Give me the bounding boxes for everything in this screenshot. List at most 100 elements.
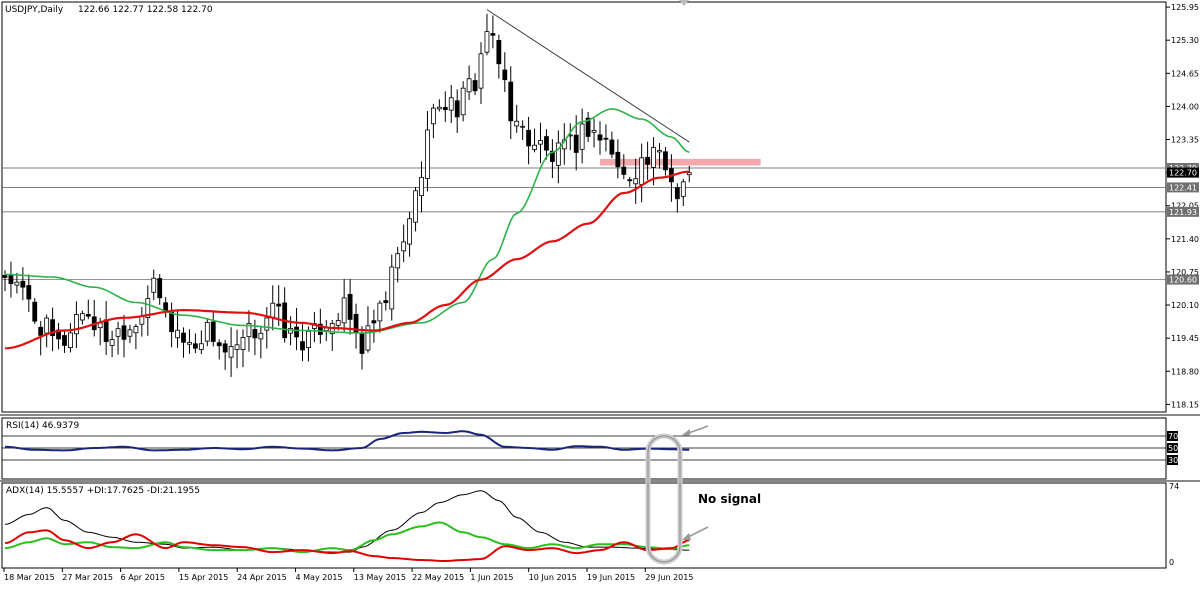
candle-body <box>276 303 282 307</box>
candle-body <box>651 147 656 168</box>
candle-body <box>198 343 204 350</box>
main-panel-frame <box>1 1 1167 413</box>
time-tick-label: 18 Mar 2015 <box>4 573 55 582</box>
candle-body <box>425 129 430 179</box>
candle-body <box>627 179 633 182</box>
candle-body <box>79 313 85 321</box>
candle-body <box>115 328 121 337</box>
candle-body <box>377 302 383 322</box>
indicator-lines <box>4 9 690 562</box>
time-tick-label: 22 May 2015 <box>412 573 464 582</box>
candle-body <box>240 337 246 351</box>
candle-body <box>151 277 157 293</box>
candle-body <box>133 326 139 334</box>
price-tick-label: 125.95 <box>1171 3 1199 12</box>
candle-body <box>20 280 26 288</box>
candle-body <box>419 176 424 197</box>
panel-frames <box>0 0 1200 569</box>
price-tag <box>1167 206 1199 217</box>
adx-series-line <box>4 521 690 554</box>
candle-body <box>496 40 502 65</box>
adx-tick-label: 74 <box>1169 482 1179 491</box>
candle-body <box>68 332 73 349</box>
candle-body <box>466 78 472 93</box>
candle-body <box>401 241 407 252</box>
highlight-capsule-outline <box>647 435 681 563</box>
candle-body <box>639 157 645 185</box>
candle-body <box>550 150 555 162</box>
rsi-level-tag <box>1167 455 1178 465</box>
time-tick-label: 27 Mar 2015 <box>62 573 113 582</box>
rsi-title: RSI(14) 46.9379 <box>6 421 79 431</box>
candle-body <box>204 322 210 342</box>
horizontal-levels <box>2 167 1166 461</box>
candle-body <box>258 332 264 340</box>
candle-body <box>680 181 686 197</box>
time-axis: 18 Mar 2015 27 Mar 2015 6 Apr 2015 15 Apr 2… <box>3 568 693 582</box>
candle-body <box>300 341 305 351</box>
candle-body <box>389 266 395 310</box>
resistance-zone-rect <box>600 158 761 166</box>
candle-body <box>686 172 692 176</box>
candle-body <box>508 81 514 122</box>
candle-body <box>591 130 597 133</box>
price-tick-label: 120.10 <box>1171 301 1199 310</box>
candle-body <box>573 134 579 153</box>
rsi-line <box>4 430 690 452</box>
time-tick-label: 1 Jun 2015 <box>470 573 513 582</box>
candle-body <box>103 319 109 343</box>
ma-fast-line <box>5 108 690 334</box>
candle-body <box>395 253 401 269</box>
price-tag <box>1167 274 1199 285</box>
candle-body <box>383 300 389 304</box>
resistance-zone <box>600 158 761 166</box>
price-tag <box>1167 167 1199 178</box>
trendline <box>486 9 690 143</box>
adx-tick-label: 0 <box>1169 558 1174 567</box>
candle-body <box>234 344 240 350</box>
candle-body <box>663 151 668 171</box>
candle-body <box>430 107 436 125</box>
candle-body <box>633 178 639 185</box>
price-tick-label: 120.75 <box>1171 268 1199 277</box>
candle-body <box>62 335 67 346</box>
candle-body <box>585 117 591 137</box>
candle-body <box>615 151 621 168</box>
no-signal-annotation: No signal <box>698 492 761 506</box>
candle-body <box>8 275 14 285</box>
candle-body <box>228 346 234 358</box>
time-tick-label: 24 Apr 2015 <box>237 573 286 582</box>
time-tick-label: 19 Jun 2015 <box>587 573 635 582</box>
rsi-panel-frame <box>1 417 1167 480</box>
highlight-capsule <box>645 433 683 565</box>
candle-body <box>472 80 478 92</box>
candle-body <box>270 302 276 318</box>
candle-body <box>74 314 79 335</box>
rsi-level-tag <box>1167 431 1178 441</box>
candle-body <box>555 142 561 166</box>
candle-body <box>32 301 38 322</box>
price-tag-label: 120.60 <box>1169 276 1197 285</box>
candle-body <box>657 150 662 153</box>
candle-body <box>341 297 347 324</box>
candle-body <box>175 329 180 339</box>
price-tag-label: 122.70 <box>1169 169 1197 178</box>
candle-body <box>484 31 490 53</box>
candle-body <box>109 339 115 346</box>
annotations <box>645 425 709 565</box>
price-tick-label: 123.35 <box>1171 136 1199 145</box>
price-tick-label: 122.05 <box>1171 202 1199 211</box>
arrow-head-icon <box>682 429 690 436</box>
price-tick-label: 121.40 <box>1171 235 1199 244</box>
adx-title: ADX(14) 15.5557 +DI:17.7625 -DI:21.1955 <box>6 486 200 496</box>
candle-body <box>264 317 270 331</box>
rsi-level-label: 50 <box>1168 444 1178 453</box>
candle-body <box>538 140 543 145</box>
candle-body <box>371 320 377 324</box>
candle-body <box>44 317 50 334</box>
candle-body <box>579 123 585 150</box>
candle-body <box>442 107 448 110</box>
candle-body <box>347 293 353 320</box>
